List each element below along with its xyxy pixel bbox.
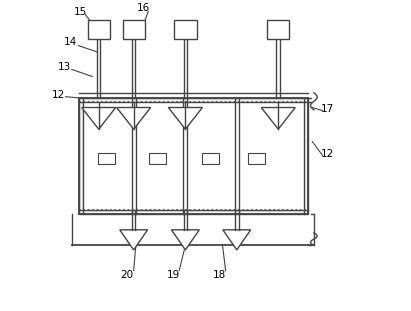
Text: 16: 16 — [137, 3, 150, 13]
Bar — [202, 153, 219, 165]
Bar — [79, 98, 308, 214]
Bar — [248, 153, 265, 165]
Polygon shape — [120, 230, 148, 250]
Polygon shape — [169, 108, 202, 129]
Text: 18: 18 — [213, 270, 226, 280]
Polygon shape — [171, 230, 199, 250]
Text: 17: 17 — [321, 104, 335, 114]
Bar — [149, 153, 166, 165]
Bar — [88, 20, 110, 39]
Text: 13: 13 — [58, 62, 71, 72]
Text: 12: 12 — [321, 149, 335, 159]
Bar — [122, 20, 145, 39]
Bar — [98, 153, 115, 165]
Polygon shape — [223, 230, 251, 250]
Text: 20: 20 — [120, 270, 133, 280]
Bar — [267, 20, 289, 39]
Text: 12: 12 — [52, 90, 65, 100]
Bar — [83, 102, 304, 210]
Polygon shape — [261, 108, 295, 129]
Text: 14: 14 — [64, 38, 77, 48]
Text: 19: 19 — [166, 270, 180, 280]
Polygon shape — [82, 108, 116, 129]
Polygon shape — [117, 108, 151, 129]
Bar — [174, 20, 196, 39]
Text: 15: 15 — [74, 7, 87, 16]
